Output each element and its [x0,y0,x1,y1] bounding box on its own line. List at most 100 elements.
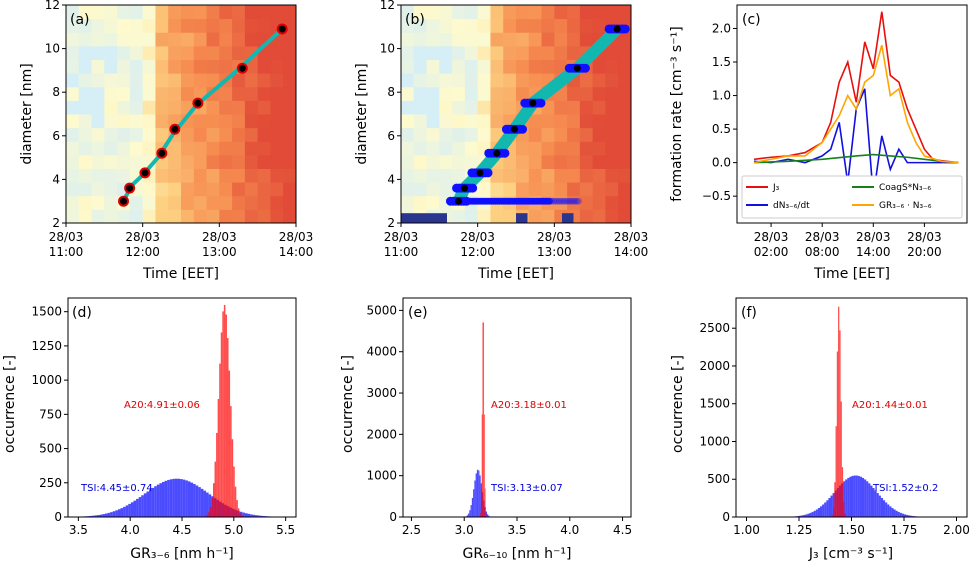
histogram-bar-a20 [206,514,209,517]
heatmap-cell [567,32,581,47]
histogram-e [462,322,493,517]
heatmap-cell [579,154,594,169]
y-tick-label: 500 [39,442,62,456]
histogram-bar-tsi [206,492,209,517]
histogram-bar-tsi [123,506,126,517]
heatmap-cell [413,114,428,129]
heatmap-cell [503,209,517,224]
heatmap-cell [528,154,543,169]
heatmap-cell [401,59,415,74]
histogram-bar-tsi [889,506,892,517]
heatmap-cell [413,86,428,101]
histogram-bar-tsi [193,483,196,517]
histogram-bar-tsi [866,481,869,517]
heatmap-cell [270,168,284,183]
heatmap-cell [567,18,581,33]
heatmap-cell [78,168,93,183]
histogram-bar-tsi [830,495,833,517]
heatmap-cell [541,45,555,60]
heatmap-cell [503,18,517,33]
histogram-bar-tsi [190,482,194,517]
histogram-bar-a20 [211,497,213,517]
histogram-bar-tsi [845,479,848,517]
heatmap-cell [181,59,195,74]
x-tick-label-date: 28/03 [384,230,419,244]
histogram-bar-tsi [177,478,181,517]
histogram-bar-tsi [161,481,165,517]
heatmap-cell [219,100,233,115]
heatmap-cell [193,141,208,156]
axes-d: 3.5 4.0 4.5 5.0 5.5 0 250 500 750 1000 1250 1500 [31,305,295,537]
heatmap-cell [244,209,259,224]
heatmap-cell [554,5,568,20]
heatmap-cell [155,100,169,115]
axes-c: 28/0302:0028/0308:0028/0314:0028/0320:00… [702,21,942,259]
legend-label: GR₃₋₆ · N₃₋₆ [879,201,932,211]
heatmap-cell [129,114,144,129]
histogram-bar-tsi [257,515,261,517]
heatmap-cell [91,154,105,169]
heatmap-cell [104,209,118,224]
heatmap-cell [618,141,632,156]
heatmap-cell [78,195,93,210]
heatmap-cell [206,154,220,169]
heatmap-cell [464,59,479,74]
series-line-3 [753,45,959,164]
heatmap-cell [413,168,428,183]
heatmap-cell [579,100,594,115]
histogram-bar-a20 [234,486,237,517]
histogram-bar-a20 [840,401,842,517]
heatmap-cell [219,168,233,183]
histogram-bar-tsi [169,479,173,517]
heatmap-cell [541,127,555,142]
x-axis-label-e: GR₆₋₁₀ [nm h⁻¹] [462,546,571,562]
heatmap-cell [567,5,581,20]
heatmap-cell [503,154,517,169]
histogram-bar-tsi [883,500,886,517]
heatmap-cell [66,32,80,47]
histogram-bar-tsi [870,485,873,517]
x-tick-label-time: 14:00 [279,245,314,259]
y-tick-label: 2 [387,216,395,230]
heatmap-cell [104,195,118,210]
heatmap-cell [91,141,105,156]
axes-frame-a [65,4,297,224]
heatmap-cell [439,18,453,33]
heatmap-cell [257,86,271,101]
heatmap-cell [283,182,297,197]
heatmap-cell [579,209,594,224]
heatmap-cell [232,141,246,156]
x-tick-label-time: 20:00 [907,245,942,259]
heatmap-cell [554,114,568,129]
histogram-bar-tsi [820,506,823,517]
heatmap-cell [168,59,182,74]
heatmap-cell [181,45,195,60]
y-axis-label-e: occurrence [-] [340,355,356,453]
heatmap-cell [541,168,555,183]
histogram-bar-tsi [154,486,157,517]
y-tick-label: 2500 [699,321,730,335]
heatmap-cell [104,154,118,169]
heatmap-cell [206,195,220,210]
heatmap-cell [503,45,517,60]
heatmap-cell [452,18,466,33]
legend-label: J₃ [772,183,780,193]
heatmap-cell [181,32,195,47]
heatmap-cell [528,32,543,47]
histogram-bar-tsi [187,481,191,517]
x-tick-label: 4.0 [560,523,579,537]
heatmap-cell [181,73,195,88]
heatmap-cell [464,100,479,115]
histogram-bar-tsi [862,477,865,517]
histogram-bar-a20 [233,466,235,517]
heatmap-cell [452,114,466,129]
heatmap-cell [270,45,284,60]
heatmap-cell [426,168,440,183]
heatmap-cell [283,195,297,210]
heatmap-cell [516,18,530,33]
heatmap-cell [605,5,619,20]
heatmap-cell [193,195,208,210]
heatmap-cell [104,5,118,20]
x-tick-label-date: 28/03 [460,230,495,244]
